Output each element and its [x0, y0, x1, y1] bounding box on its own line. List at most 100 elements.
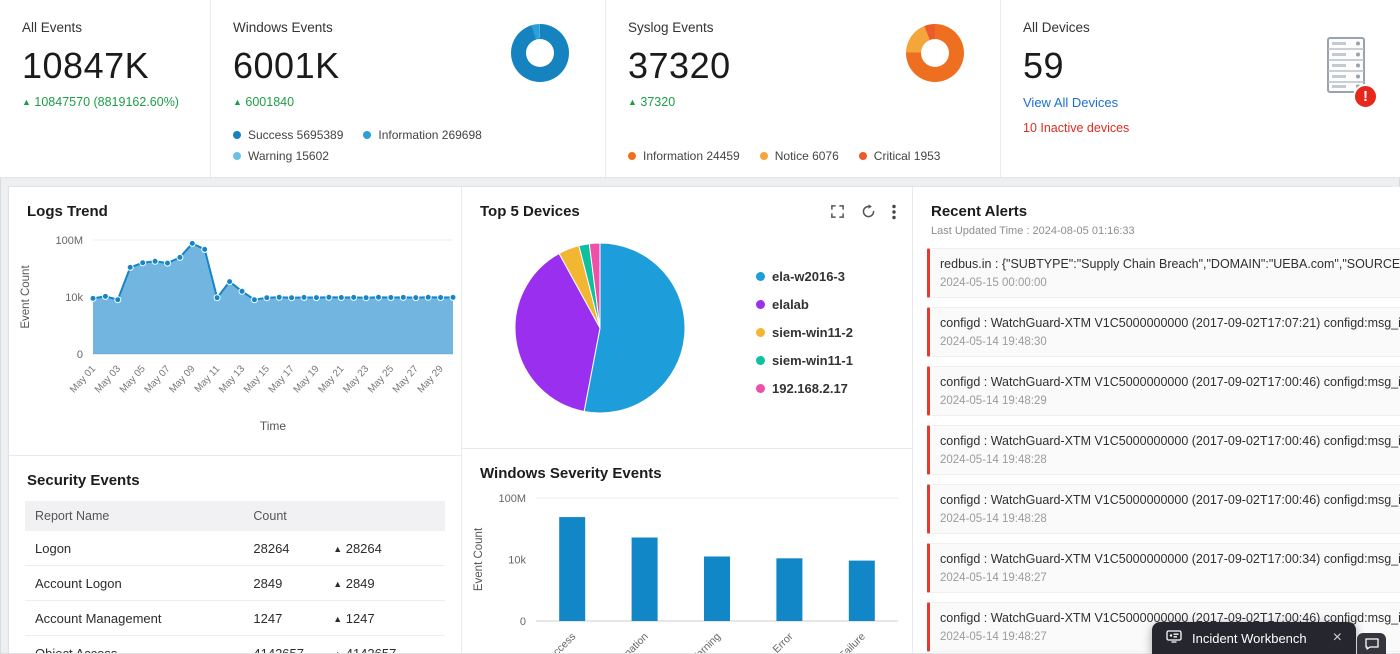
- up-triangle-icon: ▲: [233, 97, 242, 107]
- server-rack-icon: [1320, 36, 1370, 99]
- report-count: 28264: [243, 531, 324, 566]
- refresh-icon[interactable]: [861, 204, 876, 219]
- all-events-delta: ▲ 10847570 (8819162.60%): [22, 95, 179, 109]
- legend-dot-icon: [233, 131, 241, 139]
- alert-item[interactable]: redbus.in : {"SUBTYPE":"Supply Chain Bre…: [927, 248, 1400, 298]
- alert-item[interactable]: configd : WatchGuard-XTM V1C5000000000 (…: [927, 543, 1400, 593]
- svg-text:Failure: Failure: [837, 631, 868, 653]
- svg-text:May 01: May 01: [68, 363, 98, 395]
- legend-item[interactable]: ela-w2016-3: [756, 269, 853, 284]
- legend-dot-icon: [759, 152, 768, 160]
- svg-text:May 25: May 25: [366, 363, 396, 395]
- security-events-panel: Security Events Report Name Count Logon 282…: [9, 455, 461, 653]
- alert-badge-icon: !: [1353, 84, 1378, 109]
- stat-syslog-events: Syslog Events 37320 ▲ 37320 Information …: [605, 0, 1000, 177]
- stats-bar: All Events 10847K ▲ 10847570 (8819162.60…: [0, 0, 1400, 178]
- windows-events-value: 6001K: [233, 45, 340, 86]
- chat-bubble-icon: [1364, 637, 1379, 650]
- alert-message: configd : WatchGuard-XTM V1C5000000000 (…: [940, 375, 1400, 389]
- syslog-events-value: 37320: [628, 45, 731, 86]
- windows-events-label: Windows Events: [233, 20, 333, 35]
- svg-text:10k: 10k: [65, 292, 83, 304]
- legend-item: Critical 1953: [858, 149, 940, 163]
- alert-item[interactable]: configd : WatchGuard-XTM V1C5000000000 (…: [927, 484, 1400, 534]
- recent-alerts-panel: Recent Alerts Last Updated Time : 2024-0…: [913, 187, 1400, 653]
- svg-text:May 07: May 07: [143, 363, 173, 395]
- report-name: Account Logon: [25, 565, 244, 601]
- dashboard-body: Logs Trend 100M 10k 0 May 01 May 03 May 05 May…: [8, 186, 1400, 654]
- incident-workbench-toast[interactable]: Incident Workbench ×: [1151, 622, 1356, 654]
- table-header-row: Report Name Count: [25, 501, 445, 531]
- top-devices-pie-chart: [472, 224, 722, 441]
- legend-item[interactable]: elalab: [756, 297, 853, 312]
- svg-text:Information: Information: [605, 631, 651, 653]
- legend-item[interactable]: siem-win11-2: [756, 325, 853, 340]
- alert-item[interactable]: configd : WatchGuard-XTM V1C5000000000 (…: [927, 366, 1400, 416]
- legend-item: Notice 6076: [759, 149, 839, 163]
- feedback-chat-button[interactable]: [1357, 633, 1386, 654]
- syslog-events-donut-chart: [906, 24, 964, 82]
- all-events-label: All Events: [22, 20, 83, 35]
- legend-item[interactable]: 192.168.2.17: [756, 381, 853, 396]
- last-updated-text: Last Updated Time : 2024-08-05 01:16:33: [931, 225, 1135, 237]
- svg-text:100M: 100M: [498, 493, 526, 505]
- stat-windows-events: Windows Events 6001K ▲ 6001840 Success 5…: [210, 0, 605, 177]
- svg-text:Warning: Warning: [687, 631, 723, 653]
- svg-text:May 09: May 09: [167, 363, 197, 395]
- recent-alerts-title: Recent Alerts: [931, 203, 1028, 220]
- legend-dot-icon: [756, 384, 765, 393]
- legend-item[interactable]: siem-win11-1: [756, 353, 853, 368]
- legend-dot-icon: [756, 272, 765, 281]
- legend-dot-icon: [756, 328, 765, 337]
- table-row[interactable]: Account Management 1247 ▲ 1247: [25, 600, 445, 636]
- svg-text:May 21: May 21: [316, 363, 346, 395]
- report-delta: ▲ 28264: [323, 531, 445, 566]
- svg-text:May 03: May 03: [93, 363, 123, 395]
- syslog-events-delta: ▲ 37320: [628, 95, 676, 109]
- legend-dot-icon: [628, 152, 636, 160]
- security-events-table: Report Name Count Logon 28264 ▲ 28264 Account…: [25, 501, 445, 653]
- svg-text:May 05: May 05: [118, 363, 148, 395]
- svg-text:May 23: May 23: [341, 363, 371, 395]
- up-triangle-icon: ▲: [22, 97, 31, 107]
- syslog-events-legend: Information 24459 Notice 6076 Critical 195…: [628, 137, 978, 163]
- svg-text:0: 0: [77, 349, 83, 361]
- alert-message: configd : WatchGuard-XTM V1C5000000000 (…: [940, 493, 1400, 507]
- up-triangle-icon: ▲: [333, 578, 343, 589]
- view-all-devices-link[interactable]: View All Devices: [1023, 95, 1119, 110]
- expand-icon[interactable]: [830, 204, 845, 219]
- kebab-menu-icon[interactable]: [892, 204, 896, 220]
- legend-dot-icon: [858, 152, 867, 160]
- report-count: 1247: [243, 600, 324, 636]
- syslog-events-label: Syslog Events: [628, 20, 714, 35]
- alert-time: 2024-05-14 19:48:27: [940, 572, 1047, 584]
- stat-all-events: All Events 10847K ▲ 10847570 (8819162.60…: [0, 0, 210, 177]
- report-count: 2849: [243, 565, 324, 601]
- legend-dot-icon: [756, 356, 765, 365]
- report-name: Account Management: [25, 600, 244, 636]
- up-triangle-icon: ▲: [333, 543, 343, 554]
- alert-time: 2024-05-14 19:48:28: [940, 454, 1047, 466]
- alert-item[interactable]: configd : WatchGuard-XTM V1C5000000000 (…: [927, 307, 1400, 357]
- alert-time: 2024-05-14 19:48:28: [940, 513, 1047, 525]
- close-icon[interactable]: ×: [1332, 629, 1342, 646]
- svg-text:Error: Error: [771, 630, 796, 653]
- legend-dot-icon: [233, 152, 241, 160]
- logs-trend-panel: Logs Trend 100M 10k 0 May 01 May 03 May 05 May…: [9, 187, 461, 455]
- top-devices-panel: Top 5 Devices: [462, 187, 912, 448]
- alert-message: configd : WatchGuard-XTM V1C5000000000 (…: [940, 552, 1400, 566]
- svg-text:10k: 10k: [508, 555, 526, 567]
- logs-trend-title: Logs Trend: [27, 203, 108, 220]
- table-row[interactable]: Logon 28264 ▲ 28264: [25, 531, 445, 566]
- top-devices-title: Top 5 Devices: [480, 203, 580, 220]
- alert-item[interactable]: configd : WatchGuard-XTM V1C5000000000 (…: [927, 425, 1400, 475]
- up-triangle-icon: ▲: [628, 97, 637, 107]
- security-events-title: Security Events: [27, 472, 140, 489]
- report-name: Logon: [25, 531, 244, 566]
- table-row[interactable]: Account Logon 2849 ▲ 2849: [25, 565, 445, 601]
- svg-text:0: 0: [520, 616, 526, 628]
- report-count: 4142657: [243, 635, 324, 653]
- report-delta: ▲ 2849: [323, 565, 445, 601]
- windows-severity-panel: Windows Severity Events 100M 10k 0 Success I…: [462, 448, 912, 653]
